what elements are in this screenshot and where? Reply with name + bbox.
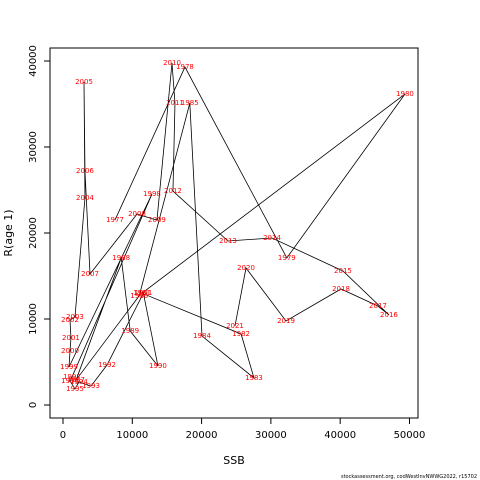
year-point: 2005 [75, 78, 93, 86]
x-tick-label: 10000 [116, 430, 148, 441]
year-point: 1979 [278, 254, 296, 262]
y-axis-label: R(age 1) [2, 209, 15, 256]
year-point: 1995 [66, 385, 84, 393]
year-point: 1998 [143, 190, 161, 198]
year-point: 1986 [130, 292, 148, 300]
year-point: 2016 [380, 311, 398, 319]
year-point: 1996 [61, 377, 79, 385]
year-point: 1978 [176, 63, 194, 71]
year-point: 1981 [133, 289, 151, 297]
year-point: 2004 [76, 194, 94, 202]
x-tick-label: 0 [60, 430, 66, 441]
year-point: 1994 [70, 378, 88, 386]
year-point: 2014 [263, 234, 281, 242]
y-tick-label: 40000 [28, 45, 39, 77]
x-axis-label: SSB [223, 454, 245, 467]
year-point: 2001 [62, 334, 80, 342]
year-point: 2018 [332, 285, 350, 293]
year-point: 2002 [61, 316, 79, 324]
year-point: 2019 [277, 317, 295, 325]
x-tick-label: 30000 [255, 430, 287, 441]
source-note: stockassessment.org, codWestInvNWWG2022,… [341, 474, 477, 480]
year-point: 2008 [128, 210, 146, 218]
x-tick-label: 40000 [324, 430, 356, 441]
year-point: 2021 [226, 322, 244, 330]
y-tick-label: 30000 [28, 131, 39, 163]
year-point: 2011 [166, 99, 184, 107]
year-point: 1992 [98, 361, 116, 369]
x-tick-label: 20000 [186, 430, 218, 441]
year-point: 2013 [219, 237, 237, 245]
year-point: 1985 [181, 99, 199, 107]
year-point: 2000 [61, 347, 79, 355]
year-point: 1983 [245, 374, 263, 382]
year-point: 1991 [134, 289, 152, 297]
year-point: 1999 [60, 363, 78, 371]
y-tick-label: 0 [28, 402, 39, 408]
year-point: 1984 [193, 332, 211, 340]
year-point: 2012 [164, 187, 182, 195]
year-point: 2020 [237, 264, 255, 272]
year-point: 1982 [232, 330, 250, 338]
year-point: 2007 [81, 270, 99, 278]
year-point: 2017 [369, 302, 387, 310]
year-point: 1988 [112, 254, 130, 262]
year-point: 2015 [334, 267, 352, 275]
y-tick-label: 10000 [28, 303, 39, 335]
year-point: 2010 [163, 59, 181, 67]
year-point: 1993 [82, 382, 100, 390]
year-point: 1989 [121, 327, 139, 335]
x-tick-label: 50000 [394, 430, 426, 441]
y-tick-label: 20000 [28, 217, 39, 249]
year-point: 1987 [67, 376, 85, 384]
year-point: 1977 [106, 216, 124, 224]
year-point: 2009 [148, 216, 166, 224]
year-point: 1997 [63, 373, 81, 381]
year-point: 1980 [396, 90, 414, 98]
year-point: 1990 [149, 362, 167, 370]
year-point: 2006 [76, 167, 94, 175]
year-point: 2003 [66, 313, 84, 321]
trajectory-line [68, 62, 406, 390]
